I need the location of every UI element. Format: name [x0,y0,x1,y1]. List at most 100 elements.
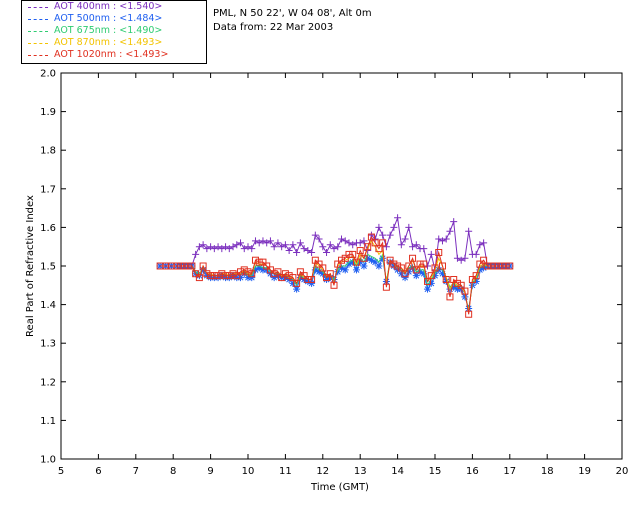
data-point [214,272,222,280]
data-point [476,260,484,268]
data-point [371,258,379,266]
data-point [240,245,248,253]
data-point [379,254,387,262]
data-point [476,266,484,274]
y-tick-label: 1.6 [40,223,56,234]
data-point [255,264,263,272]
data-point [192,270,200,278]
data-point [468,276,476,284]
legend-swatch [28,19,48,20]
data-point [424,262,432,270]
data-point [304,247,312,255]
x-tick-label: 15 [429,466,442,477]
data-point [356,247,364,255]
data-point [207,243,215,251]
data-point [274,272,282,280]
data-point [394,214,402,222]
data-point [274,239,282,247]
data-point [229,272,237,280]
data-point [233,274,241,282]
data-point [453,254,461,262]
data-point [431,272,439,280]
data-point [300,245,308,253]
data-point [349,258,357,266]
data-point [453,279,461,287]
data-point [431,264,439,272]
data-point [502,262,510,270]
data-point [420,245,428,253]
data-point [240,270,248,278]
legend-swatch [28,7,48,8]
data-point [255,239,263,247]
data-point [195,274,203,282]
data-point [397,241,405,249]
data-point [435,248,443,256]
data-point [240,266,248,274]
y-tick-label: 2.0 [40,69,56,80]
data-point [218,272,226,280]
data-point [438,262,446,270]
data-point [453,285,461,293]
data-point [457,281,465,289]
data-point [397,270,405,278]
data-point [341,254,349,262]
data-point [349,241,357,249]
data-point [270,274,278,282]
data-point [248,274,256,282]
data-point [229,270,237,278]
data-point [222,243,230,251]
data-point [412,272,420,280]
data-point [315,260,323,268]
data-point [304,276,312,284]
data-point [259,266,267,274]
legend-label: AOT 675nm : <1.490> [54,25,163,36]
data-point [405,262,413,270]
data-point [237,274,245,282]
station-info: PML, N 50 22', W 04 08', Alt 0m Data fro… [213,7,372,35]
data-point [315,268,323,276]
legend: AOT 400nm : <1.540> AOT 500nm : <1.484> AO… [21,0,207,64]
data-point [424,277,432,285]
data-point [356,258,364,266]
data-point [330,281,338,289]
data-point [207,274,215,282]
legend-label: AOT 400nm : <1.540> [54,1,163,12]
x-tick-label: 11 [279,466,292,477]
data-point [442,276,450,284]
data-point [244,274,252,282]
data-point [311,266,319,274]
data-point [420,270,428,278]
data-point [352,266,360,274]
data-point [390,223,398,231]
legend-entry: AOT 500nm : <1.484> [22,13,206,25]
data-point [338,264,345,272]
data-point [409,254,417,262]
data-point [289,274,297,282]
data-point [349,250,357,258]
data-point [214,274,222,282]
site-location-text: PML, N 50 22', W 04 08', Alt 0m [213,8,372,19]
data-point [416,268,424,276]
y-tick-label: 1.4 [40,300,56,311]
data-point [409,243,417,251]
data-point [203,245,211,253]
x-axis-label: Time (GMT) [310,482,369,493]
data-point [308,279,316,287]
data-point [476,241,484,249]
data-point [304,277,312,285]
data-point [293,285,301,293]
legend-entry: AOT 400nm : <1.540> [22,1,206,13]
data-point [345,260,353,268]
data-point [442,235,450,243]
data-point [360,237,368,245]
data-point [487,262,495,270]
data-point [281,274,289,282]
data-point [394,266,402,274]
data-point [446,293,454,301]
data-point [323,248,331,256]
data-point [457,256,465,264]
data-point [409,264,417,272]
data-point [427,272,435,280]
x-tick-label: 20 [616,466,629,477]
